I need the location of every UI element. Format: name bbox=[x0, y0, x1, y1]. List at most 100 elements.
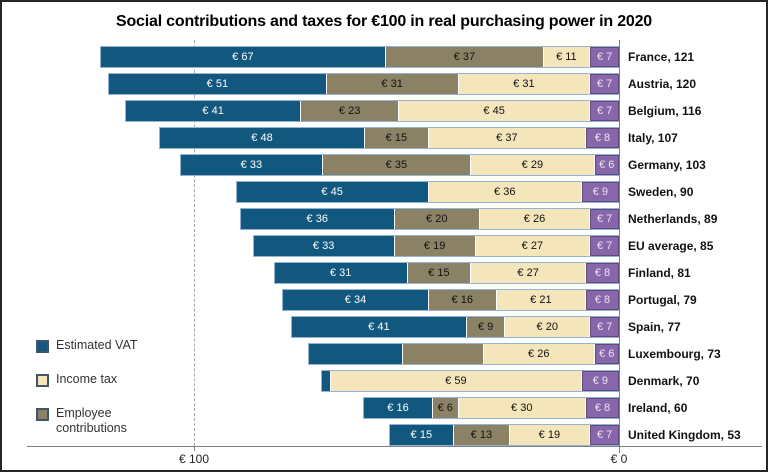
country-label-germany: Germany, 103 bbox=[628, 158, 706, 172]
bar-value-label: € 33 bbox=[312, 240, 335, 252]
country-label-finland: Finland, 81 bbox=[628, 266, 691, 280]
bar-value-label: € 23 bbox=[338, 105, 361, 117]
bar-value-label: € 41 bbox=[202, 105, 224, 117]
bar-segment-income-tax: € 45 bbox=[398, 101, 590, 121]
bar-segment-estimated-vat: € 48 bbox=[160, 128, 364, 148]
bar-segment-estimated-vat: € 34 bbox=[283, 290, 428, 310]
bar-segment-estimated-vat: € 67 bbox=[100, 47, 386, 67]
bar-value-label: € 6 bbox=[437, 402, 453, 414]
bar-segment-employee-contributions: € 23 bbox=[300, 101, 398, 121]
bar-segment-estimated-vat: € 45 bbox=[236, 182, 428, 202]
bar-value-label: € 6 bbox=[599, 348, 615, 360]
legend-label-employee-contributions: Employee contributions bbox=[56, 406, 127, 435]
bar-value-label: € 31 bbox=[513, 78, 535, 90]
bar-value-label: € 30 bbox=[511, 402, 533, 414]
country-label-italy: Italy, 107 bbox=[628, 131, 678, 145]
bar-segment-estimated-vat: € 33 bbox=[253, 236, 394, 256]
bar-value-label: € 26 bbox=[528, 348, 550, 360]
bar-segment-other-purple: € 7 bbox=[589, 74, 619, 94]
bar-value-label: € 31 bbox=[329, 267, 352, 279]
bar-value-label: € 8 bbox=[594, 294, 611, 306]
bar-value-label: € 9 bbox=[592, 375, 609, 387]
bar-value-label: € 16 bbox=[387, 402, 409, 414]
bar-value-label: € 7 bbox=[596, 78, 613, 90]
gridline-100-dashed bbox=[194, 40, 195, 446]
bar-row-italy: € 48 € 15 € 37 € 8 bbox=[159, 127, 620, 149]
bar-value-label: € 33 bbox=[240, 159, 263, 171]
bar-row-germany: € 33 € 35 € 29 € 6 bbox=[180, 154, 620, 176]
bar-segment-income-tax: € 29 bbox=[470, 155, 594, 175]
bar-value-label: € 45 bbox=[483, 105, 505, 117]
bar-value-label: € 36 bbox=[306, 213, 328, 225]
bar-row-united-kingdom: € 15 € 13 € 19 € 7 bbox=[388, 424, 620, 446]
bar-value-label: € 36 bbox=[494, 186, 516, 198]
bar-segment-employee-contributions: € 16 bbox=[427, 290, 496, 310]
bar-value-label: € 27 bbox=[517, 267, 539, 279]
bar-value-label: € 13 bbox=[470, 429, 493, 441]
bar-segment-employee-contributions: € 31 bbox=[325, 74, 458, 94]
country-label-portugal: Portugal, 79 bbox=[628, 293, 697, 307]
bar-segment-employee-contributions: € 13 bbox=[453, 425, 509, 445]
bar-segment-other-purple: € 8 bbox=[585, 263, 619, 283]
bar-value-label: € 27 bbox=[521, 240, 544, 252]
bar-segment-other-purple: € 9 bbox=[580, 182, 619, 202]
bar-segment-other-purple: € 7 bbox=[589, 47, 619, 67]
country-label-france: France, 121 bbox=[628, 50, 695, 64]
legend-item-income-tax: Income tax bbox=[36, 372, 117, 387]
country-label-eu-average: EU average, 85 bbox=[628, 239, 714, 253]
bar-value-label: € 15 bbox=[385, 132, 408, 144]
bar-value-label: € 7 bbox=[596, 240, 613, 252]
bar-row-sweden: € 45 € 36 € 9 bbox=[235, 181, 620, 203]
bar-value-label: € 7 bbox=[596, 321, 613, 333]
bar-segment-employee-contributions: € 20 bbox=[393, 209, 479, 229]
bar-segment-other-purple: € 8 bbox=[585, 290, 619, 310]
country-label-sweden: Sweden, 90 bbox=[628, 185, 694, 199]
bar-segment-employee-contributions: € 35 bbox=[321, 155, 471, 175]
bar-segment-estimated-vat: € 41 bbox=[126, 101, 301, 121]
legend-swatch-income-tax bbox=[36, 374, 49, 387]
bar-value-label: € 19 bbox=[423, 240, 446, 252]
bar-segment-other-purple: € 9 bbox=[580, 371, 619, 391]
country-label-ireland: Ireland, 60 bbox=[628, 401, 688, 415]
bar-segment-estimated-vat: € 41 bbox=[291, 317, 466, 337]
x-axis-label-0: € 0 bbox=[610, 452, 628, 466]
bar-value-label: € 51 bbox=[206, 78, 229, 90]
bar-segment-other-purple: € 8 bbox=[585, 128, 619, 148]
bar-value-label: € 37 bbox=[496, 132, 518, 144]
chart-title: Social contributions and taxes for €100 … bbox=[116, 13, 652, 30]
bar-segment-income-tax: € 36 bbox=[427, 182, 581, 202]
bar-row-ireland: € 16 € 6 € 30 € 8 bbox=[363, 397, 620, 419]
bar-row-spain: € 41 € 9 € 20 € 7 bbox=[290, 316, 621, 338]
bar-value-label: € 45 bbox=[321, 186, 343, 198]
bar-segment-other-purple: € 7 bbox=[589, 317, 619, 337]
legend-swatch-employee-contributions bbox=[36, 408, 49, 421]
bar-segment-other-purple: € 6 bbox=[593, 344, 619, 364]
bar-value-label: € 7 bbox=[596, 213, 613, 225]
bar-value-label: € 11 bbox=[556, 51, 577, 63]
country-label-luxembourg: Luxembourg, 73 bbox=[628, 347, 721, 361]
bar-value-label: € 59 bbox=[445, 375, 467, 387]
bar-row-netherlands: € 36 € 20 € 26 € 7 bbox=[239, 208, 621, 230]
country-label-netherlands: Netherlands, 89 bbox=[628, 212, 718, 226]
bar-segment-other-purple: € 8 bbox=[585, 398, 619, 418]
bar-segment-income-tax: € 11 bbox=[542, 47, 590, 67]
legend-item-estimated-vat: Estimated VAT bbox=[36, 338, 138, 353]
bar-row-france: € 67 € 37 € 11 € 7 bbox=[99, 46, 620, 68]
bar-value-label: € 16 bbox=[451, 294, 473, 306]
bar-value-label: € 15 bbox=[410, 429, 433, 441]
bar-segment-estimated-vat: € 16 bbox=[364, 398, 432, 418]
bar-segment-estimated-vat: € 31 bbox=[274, 263, 407, 283]
bar-segment-income-tax: € 30 bbox=[457, 398, 585, 418]
bar-segment-employee-contributions: € 6 bbox=[432, 398, 458, 418]
bar-value-label: € 7 bbox=[596, 105, 613, 117]
bar-segment-income-tax: € 31 bbox=[457, 74, 590, 94]
bar-segment-income-tax: € 21 bbox=[495, 290, 585, 310]
bar-segment-other-purple: € 7 bbox=[589, 236, 619, 256]
bar-segment-income-tax: € 27 bbox=[470, 263, 585, 283]
bar-value-label: € 67 bbox=[232, 51, 254, 63]
x-axis-line bbox=[27, 446, 762, 447]
bar-segment-employee-contributions: € 9 bbox=[466, 317, 505, 337]
bar-segment-income-tax: € 37 bbox=[427, 128, 585, 148]
bar-value-label: € 8 bbox=[594, 267, 611, 279]
bar-value-label: € 8 bbox=[594, 402, 611, 414]
